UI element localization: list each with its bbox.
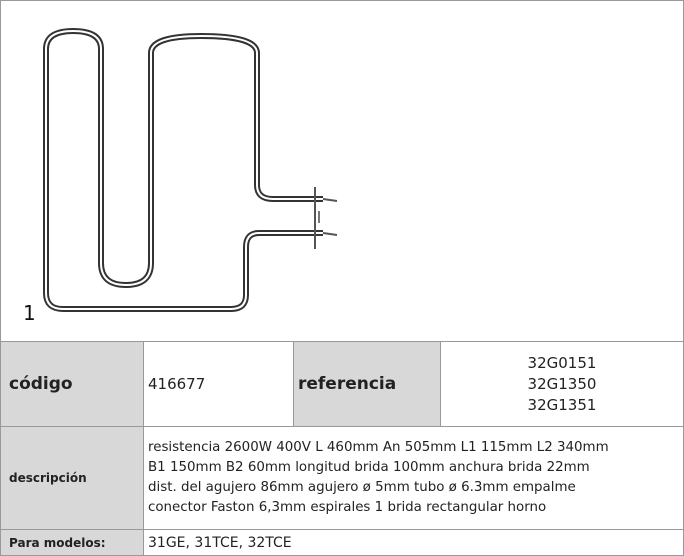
description-line: conector Faston 6,3mm espirales 1 brida … xyxy=(148,500,547,515)
description-line: dist. del agujero 86mm agujero ø 5mm tub… xyxy=(148,480,576,495)
description: resistencia 2600W 400V L 460mm An 505mm … xyxy=(144,427,683,530)
product-image: 1 xyxy=(1,1,683,342)
description-line: resistencia 2600W 400V L 460mm An 505mm … xyxy=(148,440,609,455)
description-line: B1 150mm B2 60mm longitud brida 100mm an… xyxy=(148,460,590,475)
heating-element xyxy=(43,27,338,312)
image-label: 1 xyxy=(23,301,36,325)
models: 31GE, 31TCE, 32TCE xyxy=(148,535,292,551)
reference: 32G1351 xyxy=(527,395,597,414)
reference: 32G0151 xyxy=(527,353,597,372)
description-label: descripción xyxy=(1,427,144,530)
models-label: Para modelos: xyxy=(1,530,144,555)
code: 416677 xyxy=(144,342,294,427)
code-label: código xyxy=(1,342,144,427)
reference: 32G1350 xyxy=(527,374,597,393)
reference-label: referencia xyxy=(294,342,441,427)
references: 32G0151 32G1350 32G1351 xyxy=(441,342,683,427)
